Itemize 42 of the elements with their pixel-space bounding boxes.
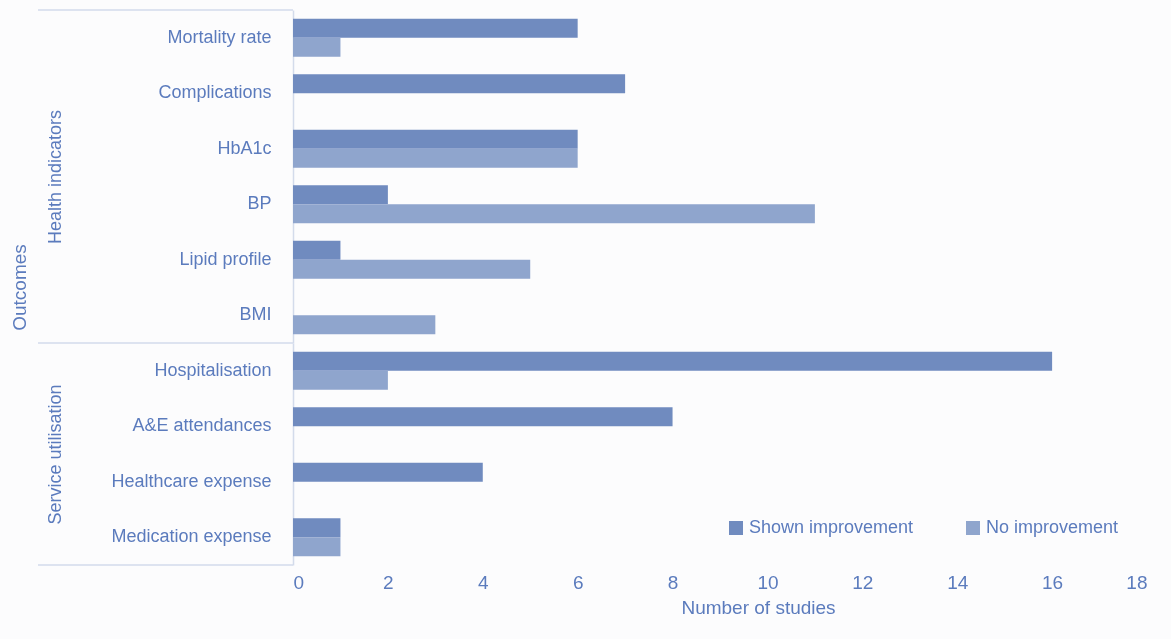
x-tick-label: 18 bbox=[1126, 571, 1148, 593]
x-tick-label: 4 bbox=[477, 571, 489, 593]
bar bbox=[293, 537, 341, 557]
bar bbox=[293, 462, 483, 482]
bar bbox=[293, 37, 341, 57]
bar bbox=[293, 129, 578, 149]
bar bbox=[293, 518, 341, 538]
y-tick-label: Hospitalisation bbox=[154, 359, 272, 380]
bar bbox=[293, 148, 578, 168]
bar bbox=[293, 370, 388, 390]
x-tick-label: 12 bbox=[852, 571, 874, 593]
bar bbox=[293, 259, 531, 279]
y-tick-label: BP bbox=[247, 193, 272, 214]
y-tick-label: Mortality rate bbox=[167, 26, 272, 47]
text: Outcomes bbox=[9, 244, 30, 331]
legend-label: Shown improvement bbox=[749, 517, 914, 537]
x-tick-label: 10 bbox=[757, 571, 779, 593]
y-tick-label: Complications bbox=[158, 82, 272, 103]
y-tick-label: A&E attendances bbox=[132, 415, 272, 436]
x-tick-label: 16 bbox=[1042, 571, 1064, 593]
bar bbox=[293, 315, 436, 335]
y-tick-label: Lipid profile bbox=[179, 248, 272, 269]
y-tick-label: HbA1c bbox=[217, 137, 272, 158]
bar bbox=[293, 240, 341, 260]
y-axis-title: Service utilisation bbox=[44, 384, 65, 525]
x-tick-label: 8 bbox=[667, 571, 679, 593]
bar bbox=[293, 204, 815, 224]
bar bbox=[293, 351, 1053, 371]
legend-label: No improvement bbox=[986, 517, 1119, 537]
x-tick-label: 6 bbox=[572, 571, 584, 593]
bar bbox=[293, 185, 388, 205]
y-tick-label: Healthcare expense bbox=[111, 470, 272, 491]
x-axis-title: Number of studies bbox=[681, 596, 836, 618]
x-tick-label: 2 bbox=[383, 571, 394, 593]
bar bbox=[293, 18, 578, 38]
y-axis-title: Health indicators bbox=[44, 109, 65, 245]
bar bbox=[293, 407, 673, 427]
x-tick-label: 14 bbox=[947, 571, 969, 593]
x-tick-label: 0 bbox=[293, 571, 305, 593]
y-tick-label: BMI bbox=[239, 304, 272, 325]
y-tick-label: Medication expense bbox=[111, 526, 272, 547]
bar bbox=[293, 74, 626, 94]
